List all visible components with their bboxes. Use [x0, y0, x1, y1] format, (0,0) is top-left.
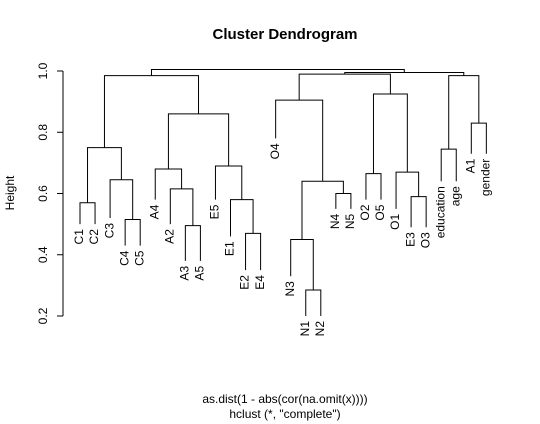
branch-m1 — [79, 202, 96, 225]
branch-m2 — [124, 219, 141, 246]
leaf-label-c5: C5 — [132, 250, 146, 266]
leaf-label-e5: E5 — [208, 204, 222, 219]
leaf-label-o2: O2 — [358, 204, 372, 220]
y-tick-label-0-4: 0.4 — [36, 246, 50, 263]
branch-m22 — [298, 73, 391, 101]
branch-m12 — [103, 75, 200, 148]
leaf-label-e2: E2 — [238, 275, 252, 290]
branch-m18 — [365, 173, 382, 200]
y-tick-label-0-8: 0.8 — [36, 124, 50, 141]
branch-m8 — [245, 232, 262, 271]
leaf-label-education: education — [433, 186, 447, 238]
branch-m9 — [230, 199, 254, 237]
leaf-label-c4: C4 — [117, 250, 131, 266]
leaf-label-o5: O5 — [373, 204, 387, 220]
leaf-label-n3: N3 — [283, 281, 297, 297]
leaf-label-o4: O4 — [268, 143, 282, 159]
x-axis-label-line-1: as.dist(1 - abs(cor(na.omit(x)))) — [202, 392, 367, 406]
branch-m11 — [167, 113, 230, 169]
leaf-label-n5: N5 — [343, 213, 357, 229]
branch-m6 — [169, 188, 194, 226]
leaf-label-gender: gender — [479, 159, 493, 196]
leaf-label-n4: N4 — [328, 213, 342, 229]
leaf-label-a2: A2 — [162, 229, 176, 244]
branch-m7 — [154, 168, 183, 200]
leaf-label-c2: C2 — [87, 229, 101, 245]
leaf-label-e1: E1 — [223, 241, 237, 256]
leaf-label-a3: A3 — [178, 266, 192, 281]
branch-m24 — [470, 122, 487, 154]
branch-m3 — [109, 179, 134, 220]
dendrogram-tree — [79, 68, 487, 316]
leaf-label-c3: C3 — [102, 223, 116, 239]
leaf-label-a5: A5 — [193, 266, 207, 281]
leaf-label-e4: E4 — [253, 275, 267, 290]
y-tick-label-0-6: 0.6 — [36, 185, 50, 202]
branch-m27 — [150, 68, 405, 76]
branch-m20 — [395, 171, 420, 209]
branch-m26 — [344, 72, 465, 76]
branch-m10 — [214, 165, 243, 200]
leaf-label-n1: N1 — [298, 321, 312, 337]
branch-m4 — [87, 147, 122, 203]
branch-m23 — [440, 148, 457, 182]
leaf-label-o1: O1 — [388, 213, 402, 229]
branch-m21 — [372, 93, 408, 174]
branch-m17 — [275, 99, 324, 182]
branch-m16 — [301, 180, 344, 240]
y-tick-label-0-2: 0.2 — [36, 307, 50, 324]
branch-m5 — [184, 225, 201, 261]
leaf-label-o3: O3 — [418, 232, 432, 248]
branch-m15 — [335, 193, 352, 209]
leaf-label-c1: C1 — [72, 229, 86, 245]
y-axis: 0.2 0.4 0.6 0.8 1.0 — [36, 62, 64, 324]
leaf-label-a4: A4 — [147, 204, 161, 219]
branch-m25 — [448, 75, 480, 150]
leaf-label-a1: A1 — [463, 158, 477, 173]
y-tick-label-1-0: 1.0 — [36, 62, 50, 79]
y-axis-label: Height — [3, 175, 17, 210]
branch-m19 — [410, 196, 427, 228]
leaf-label-e3: E3 — [403, 232, 417, 247]
leaf-label-n2: N2 — [313, 321, 327, 337]
x-axis-label-line-2: hclust (*, "complete") — [229, 407, 340, 421]
leaf-label-age: age — [448, 186, 462, 206]
branch-m14 — [290, 238, 314, 290]
chart-title: Cluster Dendrogram — [212, 26, 357, 43]
branch-m13 — [305, 289, 322, 316]
